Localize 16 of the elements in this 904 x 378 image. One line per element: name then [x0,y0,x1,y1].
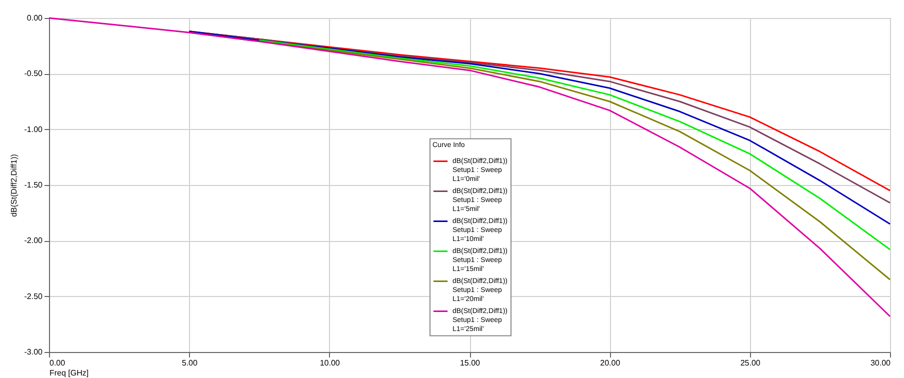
x-tick-label: 0.00 [50,358,66,368]
y-tick-label: -3.00 [24,348,44,356]
y-tick-label: -1.00 [24,124,44,134]
x-tick-label: 25.00 [740,358,761,368]
y-axis-title: dB(St(Diff2,Diff1)) [9,154,18,217]
x-tick-label: 15.00 [460,358,481,368]
y-tick-label: -2.50 [24,292,44,301]
y-tick-label: 0.00 [26,14,44,22]
x-tick-label: 20.00 [600,358,621,368]
x-tick-label: 30.00 [870,358,892,368]
x-tick-label: 5.00 [182,358,198,368]
x-tick-label: 10.00 [320,358,340,368]
y-tick-label: -0.50 [24,69,44,78]
y-tick-label: -2.00 [24,236,44,246]
y-tick-label: -1.50 [24,180,44,190]
x-axis-title: Freq [GHz] [50,368,89,378]
